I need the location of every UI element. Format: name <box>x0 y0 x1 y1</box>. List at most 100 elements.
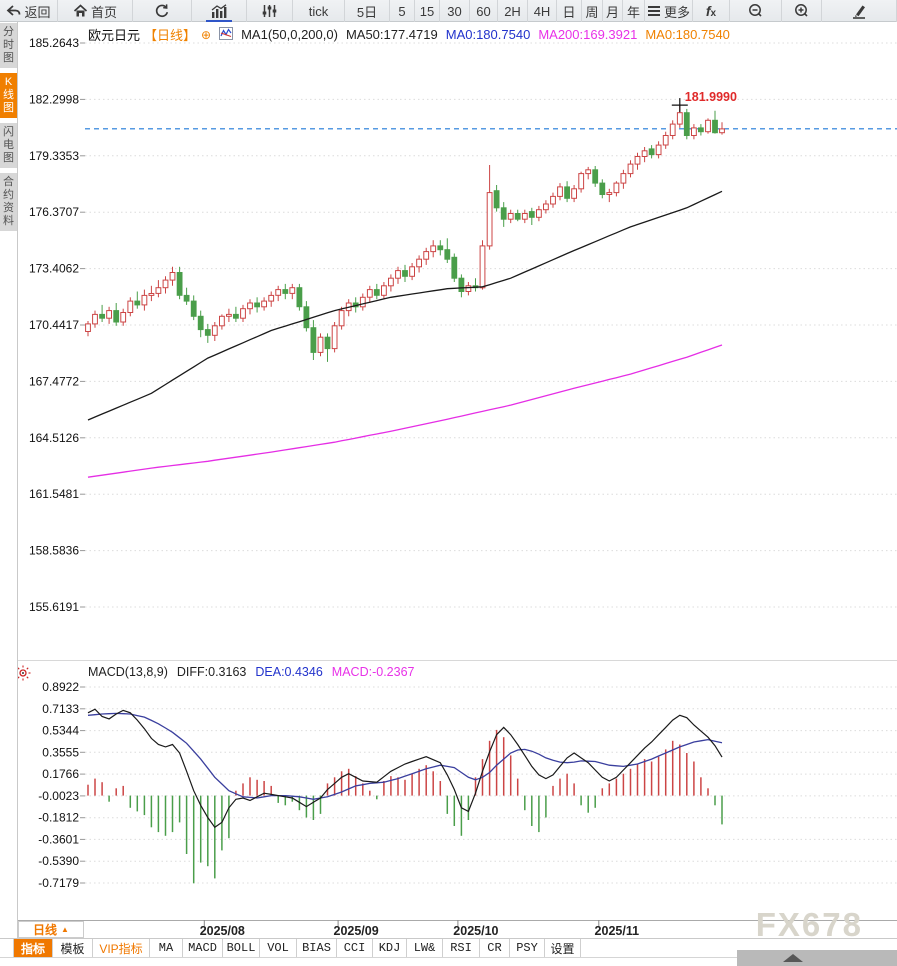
macd-axis-label: -0.3601 <box>38 832 79 846</box>
functions-button[interactable]: fx <box>693 0 730 22</box>
zoom-out-button[interactable] <box>730 0 782 22</box>
candle <box>99 313 105 319</box>
period-selector-label: 日线 <box>33 923 58 937</box>
candle <box>120 312 127 323</box>
interval-4h-button[interactable]: 4H <box>528 0 557 22</box>
interval-month-label: 月 <box>605 4 619 20</box>
interval-15-label: 15 <box>419 3 435 19</box>
home-icon <box>73 4 88 18</box>
ma50-line <box>87 190 723 421</box>
candle <box>183 294 190 302</box>
indicator-tab-PSY[interactable]: PSY <box>510 939 545 957</box>
candle <box>296 287 303 308</box>
indicator-tab-指标[interactable]: 指标 <box>13 939 53 957</box>
period-label: 【日线】 <box>144 28 197 43</box>
dea-value: DEA:0.4346 <box>255 665 323 679</box>
candle <box>683 112 690 136</box>
price-axis-label: 185.2643 <box>29 36 79 50</box>
refresh-button[interactable] <box>133 0 192 22</box>
candle <box>669 123 676 136</box>
high-price-label: 181.9990 <box>685 90 737 104</box>
candle <box>416 258 423 268</box>
zoom-in-button[interactable] <box>782 0 822 22</box>
sidebar-tab-2[interactable]: 闪电图 <box>0 123 17 168</box>
chart-style-icon <box>211 4 228 18</box>
candle <box>634 156 641 165</box>
interval-5d-label: 5日 <box>356 4 378 20</box>
candle <box>500 207 507 220</box>
interval-30-button[interactable]: 30 <box>440 0 470 22</box>
candle <box>592 169 599 184</box>
indicator-tab-MACD[interactable]: MACD <box>183 939 223 957</box>
candle <box>606 192 613 196</box>
x-axis-label: 2025/10 <box>453 924 498 938</box>
macd-header: MACD(13,8,9) DIFF:0.3163 DEA:0.4346 MACD… <box>88 665 414 679</box>
collapse-bar[interactable] <box>737 950 897 966</box>
price-axis-label: 158.5836 <box>29 544 79 558</box>
price-axis-label: 161.5481 <box>29 487 79 501</box>
interval-4h-label: 4H <box>533 3 551 19</box>
indicator-tab-VOL[interactable]: VOL <box>260 939 297 957</box>
interval-2h-button[interactable]: 2H <box>498 0 528 22</box>
indicator-tab-CR[interactable]: CR <box>480 939 510 957</box>
candle <box>719 128 725 134</box>
functions-icon: fx <box>705 3 717 19</box>
candle <box>233 313 239 319</box>
x-axis-label: 2025/11 <box>595 924 640 938</box>
price-axis-label: 164.5126 <box>29 431 79 445</box>
interval-60-button[interactable]: 60 <box>470 0 498 22</box>
sidebar-tab-3[interactable]: 合约资料 <box>0 173 17 231</box>
interval-2h-label: 2H <box>504 3 521 19</box>
indicator-tab-KDJ[interactable]: KDJ <box>373 939 407 957</box>
draw-button[interactable] <box>822 0 897 22</box>
chart-header: 欧元日元 【日线】 ⊕ MA1(50,0,200,0) MA50:177.471… <box>88 25 730 44</box>
indicator-tab-MA[interactable]: MA <box>150 939 183 957</box>
candle <box>437 245 444 251</box>
x-axis-label: 2025/08 <box>200 924 245 938</box>
macd-axis-label: 0.1766 <box>42 767 79 781</box>
interval-15-button[interactable]: 15 <box>415 0 440 22</box>
indicator-tab-BOLL[interactable]: BOLL <box>223 939 260 957</box>
candle <box>585 169 592 175</box>
period-selector[interactable]: 日线 ▲ <box>18 921 84 938</box>
indicator-tab-CCI[interactable]: CCI <box>337 939 373 957</box>
interval-month-button[interactable]: 月 <box>603 0 623 22</box>
interval-5-button[interactable]: 5 <box>390 0 415 22</box>
add-indicator-icon[interactable]: ⊕ <box>201 27 212 42</box>
price-axis-label: 170.4417 <box>29 318 79 332</box>
candle <box>641 150 648 158</box>
sidebar-tab-0[interactable]: 分时图 <box>0 23 17 68</box>
candle <box>211 325 218 336</box>
candle <box>338 310 345 327</box>
back-label: 返回 <box>24 4 51 20</box>
back-button[interactable]: 返回 <box>0 0 58 22</box>
price-axis-label: 176.3707 <box>29 205 79 219</box>
interval-year-button[interactable]: 年 <box>623 0 645 22</box>
indicator-tab-模板[interactable]: 模板 <box>53 939 93 957</box>
interval-day-button[interactable]: 日 <box>557 0 582 22</box>
home-button[interactable]: 首页 <box>58 0 133 22</box>
candle <box>317 336 324 353</box>
candle <box>331 325 338 350</box>
candle <box>162 279 169 289</box>
indicator-tab-RSI[interactable]: RSI <box>443 939 480 957</box>
price-axis-label: 179.3353 <box>29 149 79 163</box>
indicator-tab-LW&[interactable]: LW& <box>407 939 443 957</box>
indicator-tab-VIP指标[interactable]: VIP指标 <box>93 939 150 957</box>
chart-settings-button[interactable] <box>247 0 293 22</box>
candle <box>85 323 91 332</box>
interval-5d-button[interactable]: 5日 <box>345 0 390 22</box>
diff-line <box>87 708 723 829</box>
candle <box>599 182 606 196</box>
more-button[interactable]: 更多 <box>645 0 693 22</box>
indicator-tab-设置[interactable]: 设置 <box>545 939 581 957</box>
indicator-tab-BIAS[interactable]: BIAS <box>297 939 337 957</box>
interval-tick-button[interactable]: tick <box>293 0 345 22</box>
candle <box>430 245 437 253</box>
interval-week-button[interactable]: 周 <box>582 0 603 22</box>
chart-style-button[interactable] <box>192 0 247 22</box>
candle <box>521 213 528 220</box>
candle <box>409 266 416 277</box>
